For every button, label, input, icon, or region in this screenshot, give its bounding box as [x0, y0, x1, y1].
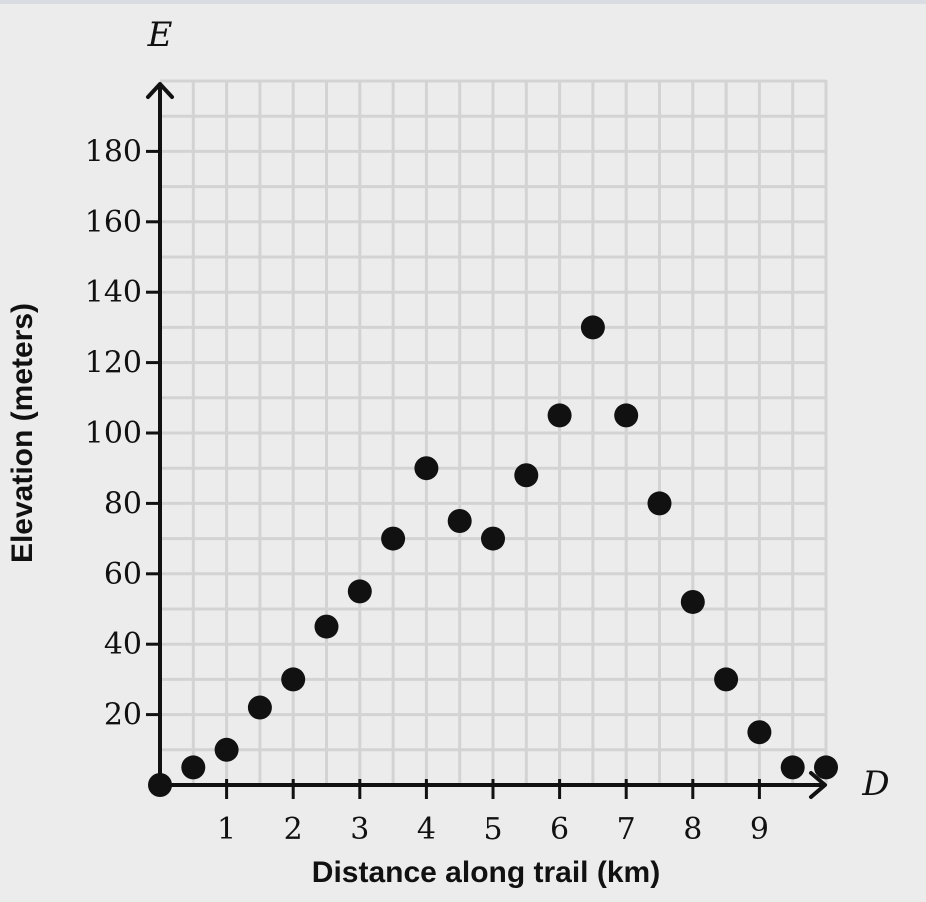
y-ticks: 20 40 60 80 100 120 140 160 180	[85, 134, 160, 733]
y-tick-label: 120	[85, 346, 142, 381]
top-border	[0, 0, 926, 4]
data-point	[614, 403, 639, 428]
y-tick-label: 160	[85, 205, 142, 240]
data-point	[481, 526, 505, 551]
y-tick-label: 60	[104, 557, 142, 592]
x-tick-label: 6	[550, 812, 569, 847]
y-tick-label: 140	[85, 275, 142, 310]
y-tick-label: 80	[104, 486, 142, 521]
data-point	[747, 720, 772, 745]
x-axis-variable: D	[861, 764, 889, 804]
y-axis-title: Elevation (meters)	[6, 303, 39, 563]
x-axis-arrowhead	[809, 771, 827, 799]
y-axis-arrowhead	[146, 82, 174, 99]
x-tick-label: 2	[284, 812, 303, 847]
data-points	[148, 315, 838, 797]
data-point	[247, 695, 272, 720]
grid	[160, 79, 828, 785]
data-point	[447, 509, 472, 533]
y-tick-label: 20	[104, 698, 142, 733]
y-axis-variable: E	[147, 15, 173, 55]
data-point	[780, 755, 805, 780]
data-point	[148, 773, 172, 797]
y-tick-label: 180	[85, 134, 142, 169]
data-point	[814, 755, 838, 780]
x-tick-label: 7	[617, 812, 636, 847]
data-point	[414, 456, 439, 481]
data-point	[680, 589, 705, 614]
x-ticks: 1 2 3 4 5 6 7 8 9	[217, 779, 769, 847]
data-point	[514, 463, 539, 488]
x-tick-label: 9	[750, 812, 769, 847]
x-tick-label: 8	[683, 812, 702, 847]
data-point	[347, 579, 372, 604]
y-tick-label: 100	[85, 416, 142, 451]
data-point	[214, 737, 239, 762]
y-tick-label: 40	[104, 627, 142, 662]
data-point	[714, 667, 739, 692]
data-point	[181, 755, 206, 780]
data-point	[647, 491, 672, 516]
x-tick-label: 4	[417, 812, 436, 847]
data-point	[314, 614, 339, 639]
axes	[146, 82, 827, 799]
data-point	[580, 315, 605, 340]
data-point	[281, 667, 306, 692]
x-tick-label: 5	[483, 812, 502, 847]
x-tick-label: 3	[350, 812, 369, 847]
data-point	[381, 526, 406, 551]
x-tick-label: 1	[217, 812, 236, 847]
data-point	[547, 403, 572, 428]
x-axis-title: Distance along trail (km)	[312, 856, 660, 889]
